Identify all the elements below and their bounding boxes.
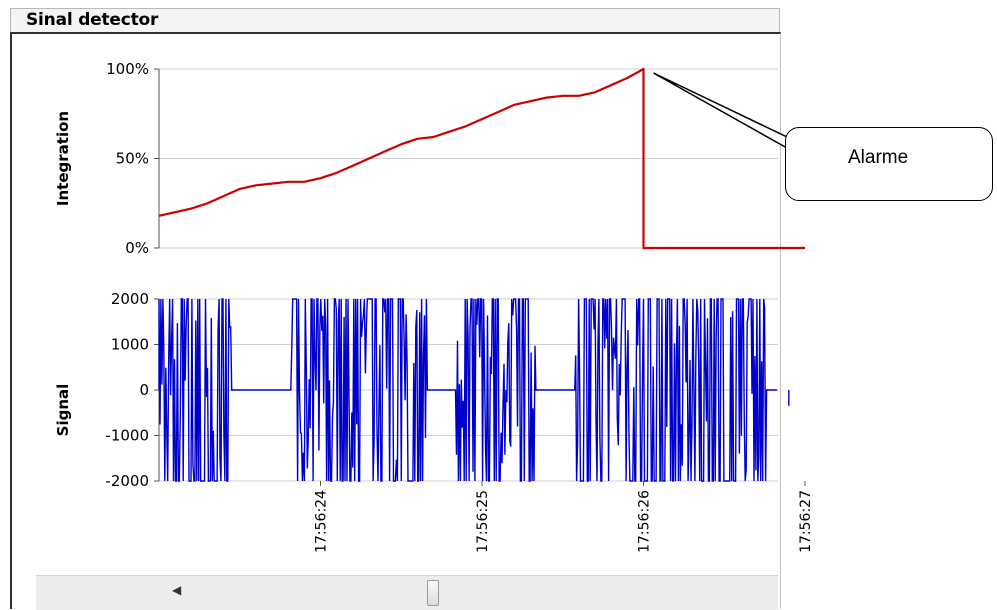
- integration-series-line: [158, 67, 805, 250]
- time-tick-label: 17:56:26: [637, 490, 653, 553]
- integration-tick-label: 0%: [125, 239, 149, 257]
- time-tick-label: 17:56:24: [314, 490, 330, 553]
- time-axis: 17:56:24 17:56:25 17:56:26 17:56:27: [314, 481, 814, 553]
- callout-pointer: [653, 72, 788, 150]
- signal-axis-label: Signal: [54, 384, 72, 437]
- integration-tick-label: 50%: [116, 150, 149, 168]
- chart-frame: [10, 32, 781, 609]
- alarm-callout-pointer: [653, 72, 788, 150]
- signal-tick-label: 1000: [111, 336, 149, 354]
- signal-tick-label: 0: [139, 381, 149, 399]
- time-tick-label: 17:56:25: [475, 490, 491, 553]
- integration-chart: 0% 50% 100% Integration: [54, 60, 805, 257]
- alarm-callout: [785, 127, 993, 201]
- panel-title: Sinal detector: [26, 10, 159, 30]
- integration-tick-label: 100%: [106, 60, 149, 78]
- signal-chart: -2000 -1000 0 1000 2000 Signal: [54, 290, 790, 490]
- time-tick-label: 17:56:27: [798, 490, 814, 553]
- scroll-left-icon[interactable]: ◀: [172, 583, 182, 597]
- alarm-label: Alarme: [848, 147, 909, 168]
- signal-series-line: [158, 298, 778, 482]
- integration-axis-label: Integration: [54, 111, 72, 206]
- signal-tick-label: -2000: [105, 472, 149, 490]
- scroll-thumb[interactable]: [427, 580, 439, 606]
- signal-tick-label: -1000: [105, 427, 149, 445]
- horizontal-scrollbar[interactable]: [36, 575, 778, 610]
- signal-tick-label: 2000: [111, 290, 149, 308]
